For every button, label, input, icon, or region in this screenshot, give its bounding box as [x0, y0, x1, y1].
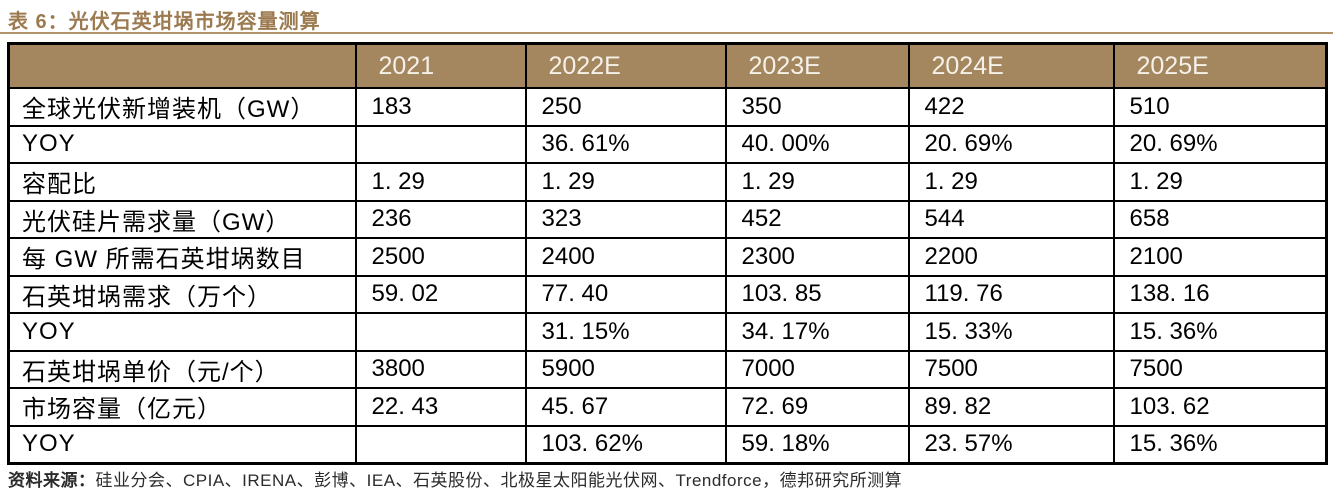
- table-cell: 1. 29: [1112, 162, 1328, 202]
- table-cell: 1. 29: [907, 162, 1115, 202]
- source-note-text: 硅业分会、CPIA、IRENA、彭博、IEA、石英股份、北极星太阳能光伏网、Tr…: [95, 471, 903, 490]
- table-cell: 183: [354, 87, 527, 127]
- table-cell: 452: [724, 199, 910, 239]
- row-label: 石英坩埚单价（元/个）: [7, 349, 357, 389]
- title-divider-rule: [0, 32, 1333, 34]
- table-title: 表 6：光伏石英坩埚市场容量测算: [8, 11, 321, 33]
- table-cell: 34. 17%: [724, 312, 910, 352]
- row-label: YOY: [7, 312, 357, 352]
- table-row: YOY 36. 61% 40. 00% 20. 69% 20. 69%: [7, 124, 1328, 164]
- table-body: 全球光伏新增装机（GW） 183 250 350 422 510 YOY 36. 61% 40.…: [7, 87, 1328, 465]
- row-label: 石英坩埚需求（万个）: [7, 274, 357, 314]
- table-row: 全球光伏新增装机（GW） 183 250 350 422 510: [7, 87, 1328, 127]
- table-cell: 15. 36%: [1112, 424, 1328, 465]
- table-row: 容配比 1. 29 1. 29 1. 29 1. 29 1. 29: [7, 162, 1328, 202]
- row-label: 每 GW 所需石英坩埚数目: [7, 237, 357, 277]
- market-capacity-table: 2021 2022E 2023E 2024E 2025E 全球光伏新增装机（GW） 183…: [7, 42, 1328, 465]
- table-cell: 45. 67: [524, 387, 727, 427]
- table-row: 市场容量（亿元） 22. 43 45. 67 72. 69 89. 82 103. 62: [7, 387, 1328, 427]
- table-cell: 2200: [907, 237, 1115, 277]
- table-row: YOY 31. 15% 34. 17% 15. 33% 15. 36%: [7, 312, 1328, 352]
- table-cell: 2300: [724, 237, 910, 277]
- row-label: 全球光伏新增装机（GW）: [7, 87, 357, 127]
- table-cell: 1. 29: [524, 162, 727, 202]
- table-row: YOY 103. 62% 59. 18% 23. 57% 15. 36%: [7, 424, 1328, 465]
- table-cell: 2100: [1112, 237, 1328, 277]
- table-cell: 119. 76: [907, 274, 1115, 314]
- table-cell: 1. 29: [724, 162, 910, 202]
- table-cell: 15. 36%: [1112, 312, 1328, 352]
- table-header-row: 2021 2022E 2023E 2024E 2025E: [7, 42, 1328, 89]
- table-cell: 89. 82: [907, 387, 1115, 427]
- table-cell: 3800: [354, 349, 527, 389]
- table-cell: 40. 00%: [724, 124, 910, 164]
- table-cell: 72. 69: [724, 387, 910, 427]
- table-cell: 77. 40: [524, 274, 727, 314]
- table-cell: [354, 312, 527, 352]
- table-cell: 31. 15%: [524, 312, 727, 352]
- table-cell: 138. 16: [1112, 274, 1328, 314]
- table-cell: [354, 124, 527, 164]
- table-cell: 236: [354, 199, 527, 239]
- table-row: 每 GW 所需石英坩埚数目 2500 2400 2300 2200 2100: [7, 237, 1328, 277]
- table-cell: 250: [524, 87, 727, 127]
- row-label: YOY: [7, 424, 357, 465]
- column-header: 2024E: [907, 42, 1115, 89]
- table-cell: 36. 61%: [524, 124, 727, 164]
- table-row: 光伏硅片需求量（GW） 236 323 452 544 658: [7, 199, 1328, 239]
- table-cell: 103. 85: [724, 274, 910, 314]
- column-header-blank: [7, 42, 357, 89]
- table-cell: 103. 62%: [524, 424, 727, 465]
- table-cell: 103. 62: [1112, 387, 1328, 427]
- table-cell: 7000: [724, 349, 910, 389]
- table-row: 石英坩埚单价（元/个） 3800 5900 7000 7500 7500: [7, 349, 1328, 389]
- table-cell: 59. 18%: [724, 424, 910, 465]
- table-cell: 510: [1112, 87, 1328, 127]
- table-cell: 59. 02: [354, 274, 527, 314]
- table-cell: 15. 33%: [907, 312, 1115, 352]
- table-cell: 658: [1112, 199, 1328, 239]
- table-cell: 20. 69%: [907, 124, 1115, 164]
- source-note: 资料来源：硅业分会、CPIA、IRENA、彭博、IEA、石英股份、北极星太阳能光…: [8, 466, 902, 491]
- table-cell: 20. 69%: [1112, 124, 1328, 164]
- table-cell: 22. 43: [354, 387, 527, 427]
- table-cell: [354, 424, 527, 465]
- table-cell: 5900: [524, 349, 727, 389]
- table-cell: 1. 29: [354, 162, 527, 202]
- source-note-prefix: 资料来源：: [8, 471, 96, 490]
- table-cell: 422: [907, 87, 1115, 127]
- table-cell: 7500: [1112, 349, 1328, 389]
- column-header: 2021: [354, 42, 527, 89]
- table-cell: 23. 57%: [907, 424, 1115, 465]
- table-cell: 350: [724, 87, 910, 127]
- table-cell: 544: [907, 199, 1115, 239]
- table-cell: 7500: [907, 349, 1115, 389]
- column-header: 2023E: [724, 42, 910, 89]
- table-row: 石英坩埚需求（万个） 59. 02 77. 40 103. 85 119. 76 138.…: [7, 274, 1328, 314]
- column-header: 2022E: [524, 42, 727, 89]
- row-label: 容配比: [7, 162, 357, 202]
- row-label: 市场容量（亿元）: [7, 387, 357, 427]
- row-label: YOY: [7, 124, 357, 164]
- table-cell: 2500: [354, 237, 527, 277]
- table-cell: 323: [524, 199, 727, 239]
- row-label: 光伏硅片需求量（GW）: [7, 199, 357, 239]
- column-header: 2025E: [1112, 42, 1328, 89]
- table-cell: 2400: [524, 237, 727, 277]
